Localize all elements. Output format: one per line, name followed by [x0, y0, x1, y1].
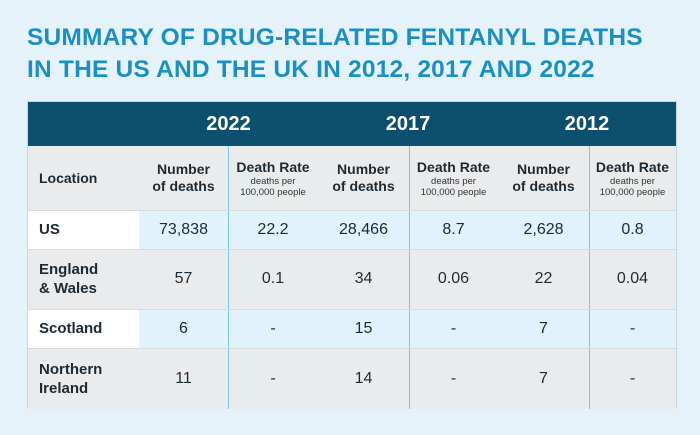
- table-cell: 0.06: [409, 249, 498, 309]
- title-line-1: SUMMARY OF DRUG-RELATED FENTANYL DEATHS: [27, 24, 643, 51]
- table-cell: 8.7: [409, 210, 498, 249]
- title-line-2: IN THE US AND THE UK IN 2012, 2017 AND 2…: [27, 56, 595, 83]
- row-location-label: England & Wales: [28, 249, 139, 309]
- table-cell: 34: [318, 249, 409, 309]
- row-location-label: Northern Ireland: [28, 348, 139, 409]
- table-cell: -: [409, 348, 498, 409]
- column-header-death-rate: Death Rate deaths per 100,000 people: [589, 146, 676, 210]
- table-cell: 7: [498, 348, 589, 409]
- row-location-label: US: [28, 210, 139, 249]
- column-header-number-of-deaths: Number of deaths: [318, 146, 409, 210]
- table-cell: 6: [139, 309, 228, 348]
- year-label-2022: 2022: [206, 113, 251, 135]
- column-header-death-rate: Death Rate deaths per 100,000 people: [409, 146, 498, 210]
- column-divider: [228, 146, 229, 409]
- row-divider: [28, 309, 676, 310]
- column-header-location: Location: [28, 146, 139, 210]
- row-divider: [28, 210, 676, 211]
- table-cell: -: [228, 309, 318, 348]
- table-cell: 15: [318, 309, 409, 348]
- table-cell: -: [589, 309, 676, 348]
- column-header-death-rate: Death Rate deaths per 100,000 people: [228, 146, 318, 210]
- table-cell: 11: [139, 348, 228, 409]
- column-header-number-of-deaths: Number of deaths: [498, 146, 589, 210]
- column-divider: [589, 146, 590, 409]
- column-header-number-of-deaths: Number of deaths: [139, 146, 228, 210]
- table-cell: -: [228, 348, 318, 409]
- table-cell: 0.8: [589, 210, 676, 249]
- table-cell: 73,838: [139, 210, 228, 249]
- year-header-bar: [28, 102, 676, 146]
- table-cell: 7: [498, 309, 589, 348]
- row-divider: [28, 348, 676, 349]
- year-label-2017: 2017: [385, 113, 431, 135]
- table-cell: 57: [139, 249, 228, 309]
- page-title: SUMMARY OF DRUG-RELATED FENTANYL DEATHS …: [27, 22, 687, 86]
- table-cell: -: [409, 309, 498, 348]
- table-cell: 22: [498, 249, 589, 309]
- table-cell: 14: [318, 348, 409, 409]
- table-cell: 2,628: [498, 210, 589, 249]
- table-cell: 0.04: [589, 249, 676, 309]
- fentanyl-deaths-table: 2022 2017 2012 Location Number of deaths Death…: [27, 101, 677, 409]
- table-cell: -: [589, 348, 676, 409]
- year-label-2012: 2012: [564, 113, 610, 135]
- table-cell: 28,466: [318, 210, 409, 249]
- table-cell: 0.1: [228, 249, 318, 309]
- row-divider: [28, 249, 676, 250]
- row-location-label: Scotland: [28, 309, 139, 348]
- column-divider: [409, 146, 410, 409]
- table-cell: 22.2: [228, 210, 318, 249]
